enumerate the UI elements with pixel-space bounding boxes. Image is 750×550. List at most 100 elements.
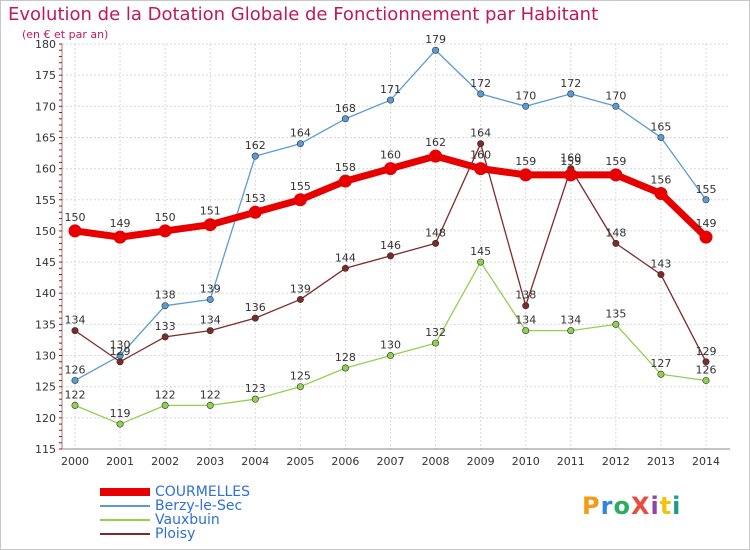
data-point: [71, 327, 79, 335]
data-point: [341, 264, 349, 272]
data-point: [71, 376, 79, 384]
x-tick-label: 2003: [196, 455, 224, 468]
data-label: 150: [155, 211, 176, 224]
data-label: 119: [110, 407, 131, 420]
data-label: 162: [245, 139, 266, 152]
data-label: 122: [200, 388, 221, 401]
data-point: [702, 196, 710, 204]
x-tick-label: 2002: [151, 455, 179, 468]
legend-label: Berzy-le-Sec: [155, 498, 243, 514]
data-point: [71, 401, 79, 409]
data-point: [206, 295, 214, 303]
proxiti-logo: ProXiti: [582, 492, 682, 520]
data-label: 149: [696, 217, 717, 230]
data-label: 151: [200, 205, 221, 218]
x-tick-label: 2007: [377, 455, 405, 468]
y-tick-label: 120: [35, 412, 56, 425]
data-point: [161, 401, 169, 409]
data-point: [612, 102, 620, 110]
y-tick-label: 140: [35, 287, 56, 300]
data-label: 134: [515, 314, 536, 327]
y-tick-label: 160: [35, 163, 56, 176]
data-point: [567, 327, 575, 335]
data-label: 144: [335, 251, 356, 264]
data-label: 164: [470, 127, 491, 140]
data-point: [116, 358, 124, 366]
data-point: [654, 187, 668, 201]
data-label: 132: [425, 326, 446, 339]
data-point: [386, 352, 394, 360]
data-label: 125: [290, 370, 311, 383]
data-point: [386, 252, 394, 260]
data-point: [296, 140, 304, 148]
data-point: [386, 96, 394, 104]
x-tick-label: 2013: [647, 455, 675, 468]
data-point: [522, 302, 530, 310]
x-tick-label: 2012: [602, 455, 630, 468]
data-point: [702, 358, 710, 366]
data-label: 160: [470, 149, 491, 162]
data-point: [699, 230, 713, 244]
data-label: 139: [290, 282, 311, 295]
data-label: 138: [515, 289, 536, 302]
data-label: 136: [245, 301, 266, 314]
data-label: 172: [470, 77, 491, 90]
x-tick-label: 2014: [692, 455, 720, 468]
data-point: [384, 162, 397, 176]
data-point: [432, 46, 440, 54]
data-label: 146: [380, 239, 401, 252]
data-label: 128: [335, 351, 356, 364]
data-point: [293, 193, 307, 207]
data-label: 159: [605, 155, 626, 168]
data-label: 149: [110, 217, 131, 230]
data-label: 148: [605, 226, 626, 239]
data-point: [432, 239, 440, 247]
data-label: 139: [200, 282, 221, 295]
x-tick-label: 2004: [241, 455, 269, 468]
data-label: 171: [380, 83, 401, 96]
y-tick-label: 150: [35, 225, 56, 238]
data-point: [158, 224, 172, 238]
data-point: [296, 295, 304, 303]
x-tick-label: 2001: [106, 455, 134, 468]
x-tick-label: 2010: [512, 455, 540, 468]
chart-title: Evolution de la Dotation Globale de Fonc…: [8, 4, 599, 25]
data-label: 135: [605, 307, 626, 320]
y-tick-label: 115: [35, 443, 56, 456]
data-point: [609, 168, 623, 182]
data-point: [657, 133, 665, 141]
data-label: 172: [560, 77, 581, 90]
x-tick-label: 2008: [422, 455, 450, 468]
data-label: 170: [605, 89, 626, 102]
data-point: [612, 320, 620, 328]
data-point: [206, 327, 214, 335]
data-point: [68, 224, 82, 238]
data-point: [477, 140, 485, 148]
x-tick-label: 2005: [286, 455, 314, 468]
y-tick-label: 135: [35, 318, 56, 331]
data-label: 127: [650, 357, 671, 370]
data-label: 165: [650, 120, 671, 133]
data-label: 123: [245, 382, 266, 395]
data-label: 164: [290, 127, 311, 140]
data-point: [567, 90, 575, 98]
data-label: 153: [245, 192, 266, 205]
data-label: 168: [335, 102, 356, 115]
data-point: [206, 401, 214, 409]
data-point: [429, 149, 443, 163]
data-label: 134: [200, 314, 221, 327]
data-label: 158: [335, 161, 356, 174]
data-point: [702, 376, 710, 384]
data-label: 122: [155, 388, 176, 401]
data-label: 148: [425, 226, 446, 239]
data-label: 129: [110, 345, 131, 358]
data-point: [251, 152, 259, 160]
data-label: 145: [470, 245, 491, 258]
data-point: [474, 162, 488, 176]
data-label: 134: [560, 314, 581, 327]
data-label: 122: [65, 388, 86, 401]
data-point: [564, 168, 578, 182]
data-label: 126: [696, 363, 717, 376]
data-point: [612, 239, 620, 247]
